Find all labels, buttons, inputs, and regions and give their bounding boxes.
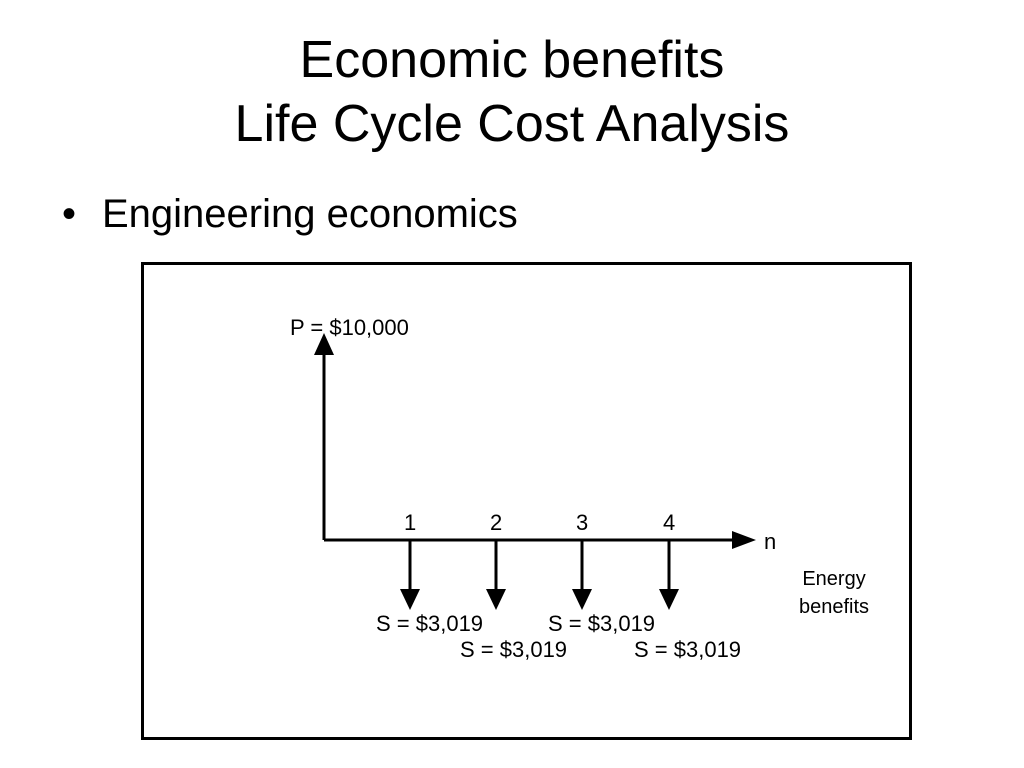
- cash-flow-arrow-head-3: [572, 589, 592, 610]
- cash-flow-arrow-head-4: [659, 589, 679, 610]
- time-axis-arrow-head: [732, 531, 756, 549]
- bullet-dot: •: [62, 192, 77, 236]
- cash-flow-label-1: S = $3,019: [376, 611, 483, 636]
- note-line-1: Energy: [802, 568, 866, 590]
- present-value-label: P = $10,000: [290, 315, 409, 340]
- title-line-2: Life Cycle Cost Analysis: [234, 95, 790, 153]
- note-line-2: benefits: [799, 596, 870, 618]
- present-value-arrow-head: [314, 333, 334, 355]
- cash-flow-arrow-head-2: [486, 589, 506, 610]
- cash-flow-svg: P = $10,000 n 1 S = $3,019 2 S = $3,019 …: [290, 315, 776, 662]
- time-axis-label: n: [764, 529, 776, 554]
- cash-flow-diagram: P = $10,000 n 1 S = $3,019 2 S = $3,019 …: [141, 262, 912, 740]
- period-label-2: 2: [490, 510, 502, 535]
- energy-benefits-note: Energy benefits: [799, 565, 869, 621]
- period-label-1: 1: [404, 510, 416, 535]
- cash-flow-label-3: S = $3,019: [548, 611, 655, 636]
- cash-flow-label-2: S = $3,019: [460, 637, 567, 662]
- period-label-4: 4: [663, 510, 675, 535]
- bullet-item: • Engineering economics: [62, 190, 518, 238]
- title-line-1: Economic benefits: [299, 31, 725, 89]
- cash-flow-arrow-head-1: [400, 589, 420, 610]
- slide-title: Economic benefits Life Cycle Cost Analys…: [0, 28, 1024, 156]
- bullet-text: Engineering economics: [102, 192, 518, 236]
- period-label-3: 3: [576, 510, 588, 535]
- cash-flow-label-4: S = $3,019: [634, 637, 741, 662]
